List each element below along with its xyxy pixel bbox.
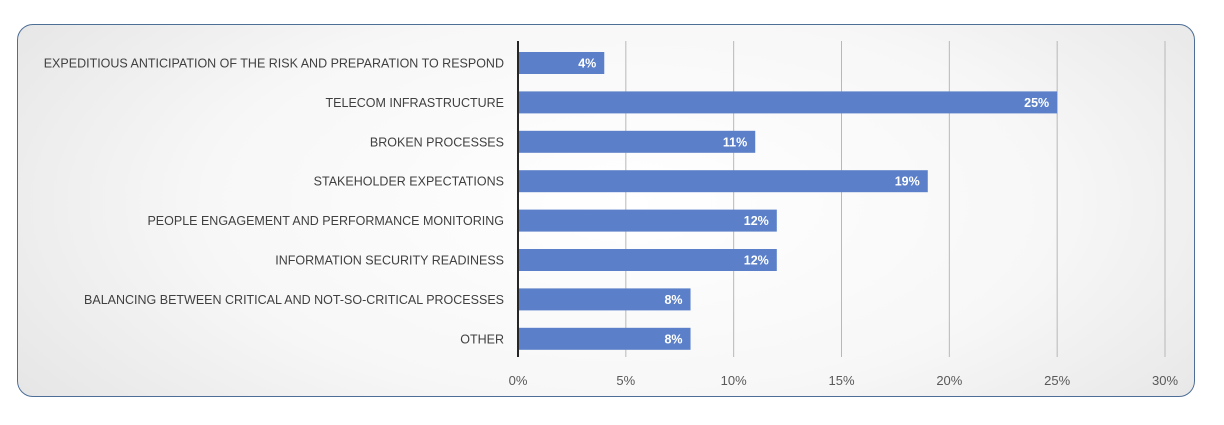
data-label: 8%	[664, 293, 682, 307]
category-label: EXPEDITIOUS ANTICIPATION OF THE RISK AND…	[44, 57, 504, 71]
bars: 4% 25% 11% 19% 12% 12% 8% 8%	[518, 52, 1058, 350]
chart-panel: 4% 25% 11% 19% 12% 12% 8% 8% EXPEDITIOUS ANTICI…	[17, 24, 1195, 397]
x-tick-label: 20%	[936, 373, 962, 388]
category-label: OTHER	[460, 332, 504, 346]
category-label: BALANCING BETWEEN CRITICAL AND NOT-SO-CR…	[84, 293, 504, 307]
data-label: 12%	[744, 254, 769, 268]
category-label: TELECOM INFRASTRUCTURE	[326, 96, 504, 110]
bar	[518, 249, 777, 271]
bar	[518, 327, 691, 350]
x-tick-label: 0%	[509, 373, 528, 388]
data-label: 19%	[895, 175, 920, 189]
data-label: 25%	[1024, 96, 1049, 110]
x-tick-label: 30%	[1152, 373, 1178, 388]
bar	[518, 209, 777, 232]
category-label: INFORMATION SECURITY READINESS	[275, 254, 504, 268]
bar	[518, 52, 605, 74]
data-label: 4%	[578, 57, 596, 71]
bar	[518, 130, 756, 153]
bar	[518, 91, 1058, 114]
x-tick-label: 15%	[828, 373, 854, 388]
category-label: BROKEN PROCESSES	[370, 135, 504, 149]
x-tick-label: 25%	[1044, 373, 1070, 388]
x-tick-label: 10%	[721, 373, 747, 388]
category-label: PEOPLE ENGAGEMENT AND PERFORMANCE MONITO…	[147, 214, 504, 228]
data-label: 8%	[664, 332, 682, 346]
bar	[518, 288, 691, 311]
data-label: 11%	[723, 135, 747, 149]
category-label: STAKEHOLDER EXPECTATIONS	[314, 175, 504, 189]
data-label: 12%	[744, 214, 769, 228]
x-tick-labels: 0% 5% 10% 15% 20% 25% 30%	[509, 373, 1179, 388]
gridlines	[625, 41, 1166, 357]
bar-chart: 4% 25% 11% 19% 12% 12% 8% 8% EXPEDITIOUS ANTICI…	[44, 41, 1179, 388]
bar	[518, 170, 928, 193]
category-labels: EXPEDITIOUS ANTICIPATION OF THE RISK AND…	[44, 57, 504, 347]
x-tick-label: 5%	[616, 373, 635, 388]
